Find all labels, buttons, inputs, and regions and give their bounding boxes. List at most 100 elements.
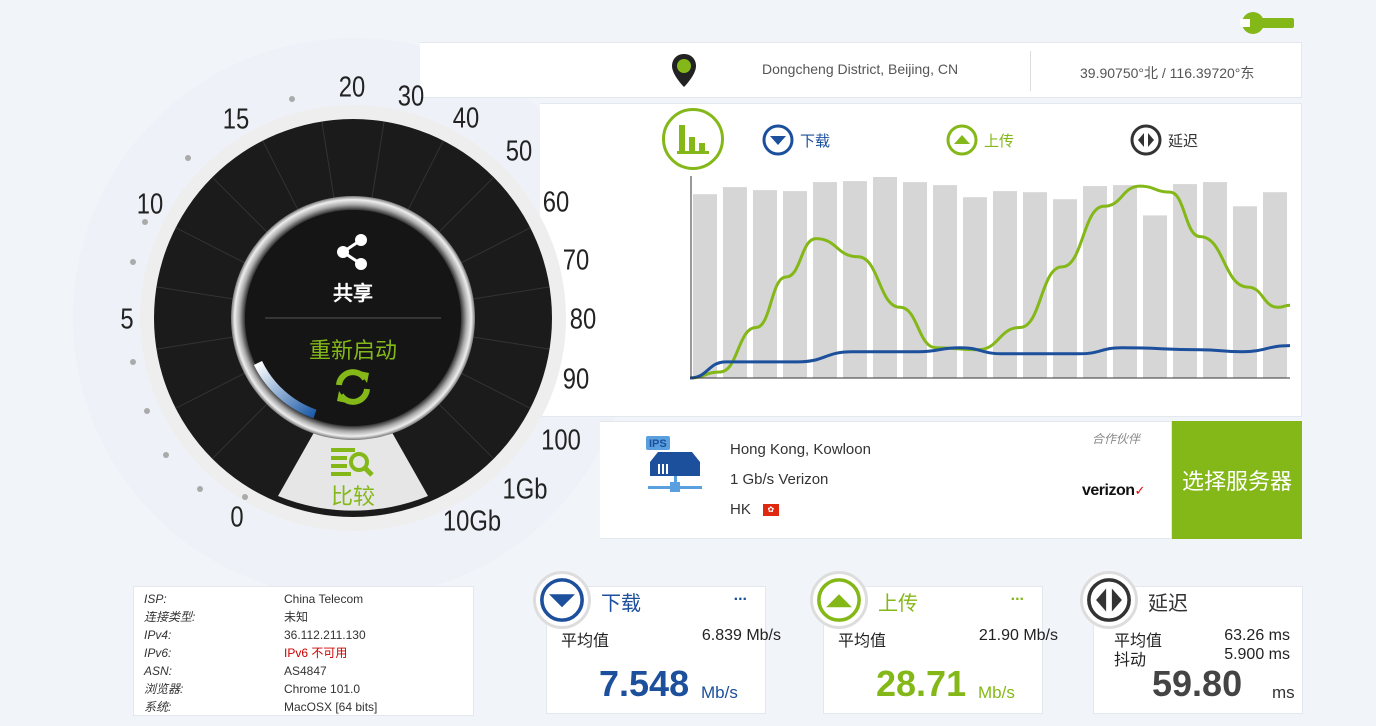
info-value: IPv6 不可用 <box>284 646 348 660</box>
upload-average: 平均值 21.90 Mb/s <box>838 627 1058 650</box>
gauge-dot <box>130 259 136 265</box>
download-arrow-icon <box>762 124 794 156</box>
info-key: IPv4: <box>144 628 172 642</box>
latency-jitter: 抖动 5.900 ms <box>1114 646 1290 669</box>
latency-unit: ms <box>1272 683 1295 702</box>
server-location: Hong Kong, Kowloon <box>730 441 871 458</box>
download-average: 平均值 6.839 Mb/s <box>561 627 781 650</box>
chart-bar <box>753 190 777 378</box>
chart-bar <box>1263 192 1287 378</box>
gauge-dot <box>242 494 248 500</box>
chart-bar <box>1023 192 1047 378</box>
info-key: 系统: <box>144 700 172 714</box>
gauge-scale-label: 40 <box>452 102 480 135</box>
server-country-code: HK <box>730 501 751 518</box>
chart-bar <box>1143 215 1167 378</box>
chart-toggle-button[interactable] <box>662 108 724 170</box>
chart-bar <box>1083 186 1107 378</box>
gauge-dot <box>144 408 150 414</box>
ips-badge-text: IPS <box>649 438 667 450</box>
coordinates-text: 39.90750°北 / 116.39720°东 <box>1080 65 1255 81</box>
info-value: 36.112.211.130 <box>284 628 366 642</box>
compare-label: 比较 <box>330 484 375 509</box>
gauge-scale-label: 80 <box>569 303 597 336</box>
upload-arrow-icon <box>946 124 978 156</box>
restart-label: 重新启动 <box>308 338 397 363</box>
refresh-icon <box>336 369 370 405</box>
info-row: ASN: AS4847 <box>144 663 377 681</box>
gauge-dot <box>185 155 191 161</box>
latency-value: 59.80 <box>1152 663 1243 704</box>
partner-label: 合作伙伴 <box>1092 432 1141 446</box>
compare-search-icon <box>331 448 374 477</box>
latency-card: 延迟 平均值 63.26 ms 抖动 5.900 ms 59.80 ms <box>1080 571 1303 714</box>
info-key: ISP: <box>144 592 167 606</box>
gauge-scale-label: 10Gb <box>442 505 502 538</box>
chart-bar <box>783 191 807 378</box>
download-title: 下载 <box>601 593 641 615</box>
chart-bar <box>843 181 867 378</box>
upload-more-button[interactable]: ... <box>1010 587 1024 604</box>
chart-line-upload <box>690 184 1291 380</box>
info-value: 未知 <box>284 610 309 624</box>
gauge-dot <box>142 219 148 225</box>
select-server-label: 选择服务器 <box>1181 469 1292 494</box>
legend-latency[interactable]: 延迟 <box>1130 124 1198 156</box>
share-button[interactable]: 共享 <box>318 230 388 306</box>
info-value: Chrome 101.0 <box>284 682 361 696</box>
server-panel: IPS Hong Kong, Kowloon 1 Gb/s Verizon HK… <box>600 421 1172 539</box>
gauge-scale-label: 1Gb <box>502 473 548 506</box>
connection-info: ISP: China Telecom 连接类型: 未知 IPv4: 36.112.211.… <box>133 586 474 716</box>
verizon-logo: verizon✓ <box>1082 482 1145 499</box>
gauge-scale-label: 30 <box>397 80 425 113</box>
gauge-dot <box>130 359 136 365</box>
divider <box>1030 51 1031 91</box>
restart-button[interactable]: 重新启动 <box>293 333 413 414</box>
download-more-button[interactable]: ... <box>733 587 747 604</box>
upload-card: 上传 ... 平均值 21.90 Mb/s 28.71 Mb/s <box>810 571 1058 714</box>
gauge-scale-label: 10 <box>136 188 164 221</box>
download-arrow-icon <box>533 571 591 629</box>
settings-wrench-icon[interactable] <box>1240 8 1296 38</box>
chart-bar <box>723 187 747 378</box>
location-text: Dongcheng District, Beijing, CN <box>762 61 959 77</box>
upload-unit: Mb/s <box>978 683 1015 702</box>
info-key: ASN: <box>144 664 173 678</box>
chart-bar <box>1203 182 1227 378</box>
chart-bar <box>1233 206 1257 378</box>
info-value: MacOSX [64 bits] <box>284 700 378 714</box>
chart-bar <box>933 185 957 378</box>
legend-download[interactable]: 下载 <box>762 124 830 156</box>
info-row: IPv6: IPv6 不可用 <box>144 645 377 663</box>
legend-download-label: 下载 <box>800 132 831 150</box>
select-server-button[interactable]: 选择服务器 <box>1172 421 1302 539</box>
upload-title: 上传 <box>878 593 918 615</box>
chart-panel: 下载 上传 延迟 <box>540 103 1302 417</box>
download-unit: Mb/s <box>701 683 738 702</box>
latency-icon <box>1130 124 1162 156</box>
info-row: ISP: China Telecom <box>144 591 377 609</box>
chart-bar <box>693 194 717 378</box>
compare-button[interactable]: 比较 <box>313 446 393 511</box>
upload-value: 28.71 <box>876 663 967 704</box>
chart-axis <box>690 176 1290 379</box>
latency-title: 延迟 <box>1148 593 1188 615</box>
gauge-scale-label: 15 <box>222 103 250 136</box>
chart-bar <box>1053 199 1077 378</box>
legend-upload[interactable]: 上传 <box>946 124 1014 156</box>
gauge-dial <box>154 119 552 517</box>
upload-arrow-icon <box>810 571 868 629</box>
download-value: 7.548 <box>599 663 690 704</box>
gauge-scale-label: 50 <box>505 135 533 168</box>
map-pin-icon <box>670 53 698 94</box>
latency-average: 平均值 63.26 ms <box>1114 627 1290 650</box>
gauge-dot <box>289 96 295 102</box>
info-key: 连接类型: <box>144 610 196 624</box>
gauge-scale-label: 0 <box>230 501 244 534</box>
info-row: 连接类型: 未知 <box>144 609 377 627</box>
chart-bar <box>993 191 1017 378</box>
speed-gauge: 共享 重新启动 比较 0 5 10 15 20 30 40 50 60 70 80 90 100 1Gb 1… <box>0 0 720 580</box>
gauge-scale-label: 100 <box>541 424 581 457</box>
progress-arc <box>253 360 317 419</box>
chart-bar <box>813 182 837 378</box>
